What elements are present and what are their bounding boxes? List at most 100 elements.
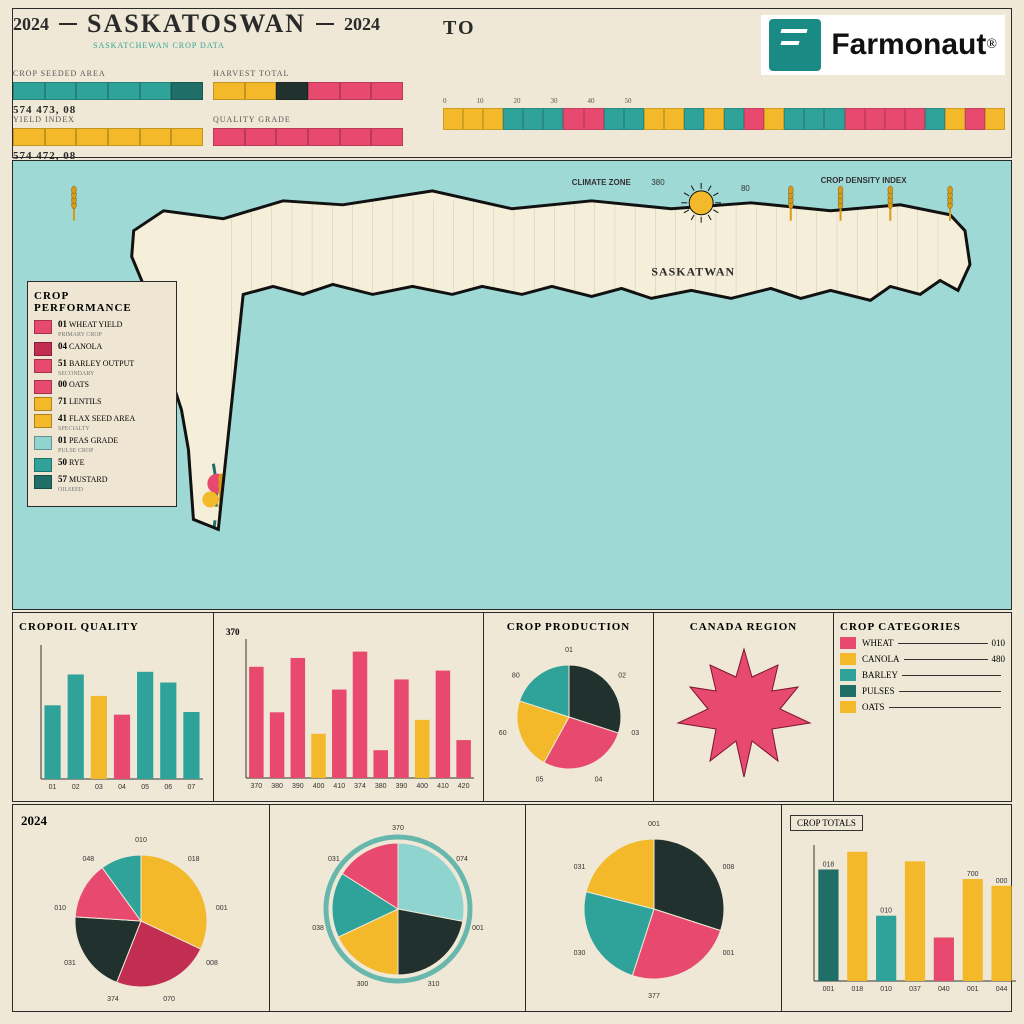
svg-text:CLIMATE ZONE: CLIMATE ZONE xyxy=(572,178,631,187)
svg-text:008: 008 xyxy=(206,960,218,967)
svg-text:80: 80 xyxy=(512,673,520,680)
svg-text:370: 370 xyxy=(392,825,404,832)
svg-text:05: 05 xyxy=(536,776,544,783)
svg-text:018: 018 xyxy=(188,856,200,863)
color-strip-labels: 01020304050 xyxy=(443,97,1005,105)
mid-maple: CANADA REGION xyxy=(653,613,833,801)
mini-legend: HARVEST TOTAL xyxy=(213,69,403,100)
svg-text:010: 010 xyxy=(880,908,892,915)
legend-item: 51 BARLEY OUTPUTSECONDARY xyxy=(34,359,170,378)
svg-text:001: 001 xyxy=(216,905,228,912)
bot-pie3: 001008001377030031 xyxy=(525,805,781,1011)
mid-bar2: 370370380390400410374380390400410420 xyxy=(213,613,483,801)
subtitle: SASKATCHEWAN CROP DATA xyxy=(93,41,413,50)
map-panel: CLIMATE ZONE 380 80 CROP DENSITY INDEX SASKA… xyxy=(12,160,1012,610)
svg-text:700: 700 xyxy=(967,871,979,878)
svg-text:60: 60 xyxy=(499,730,507,737)
mid-pie3-title: CROP PRODUCTION xyxy=(490,621,647,633)
svg-text:018: 018 xyxy=(851,986,863,993)
svg-text:380: 380 xyxy=(271,783,283,790)
crop-legend-items: 01 WHEAT YIELDPRIMARY CROP04 CANOLA51 BA… xyxy=(34,320,170,493)
svg-text:04: 04 xyxy=(595,776,603,783)
svg-text:CROP DENSITY INDEX: CROP DENSITY INDEX xyxy=(821,176,908,185)
legend-item: 41 FLAX SEED AREASPECIALTY xyxy=(34,414,170,433)
svg-text:377: 377 xyxy=(648,993,660,1000)
svg-text:06: 06 xyxy=(164,784,172,791)
header-panel: 2024 SASKATOSWAN 2024 SASKATCHEWAN CROP … xyxy=(12,8,1012,158)
mid-bar2-svg: 370370380390400410374380390400410420 xyxy=(220,621,478,796)
mid-maple-title: CANADA REGION xyxy=(660,621,827,633)
legend-item: CANOLA480 xyxy=(840,653,1005,665)
svg-text:420: 420 xyxy=(458,783,470,790)
legend-item: 00 OATS xyxy=(34,380,170,394)
mini-legend: QUALITY GRADE xyxy=(213,115,403,146)
svg-text:SASKATWAN: SASKATWAN xyxy=(651,264,735,278)
bot-pie2-svg: 370 074 001 310 300 038 031 xyxy=(278,813,518,1003)
svg-text:001: 001 xyxy=(723,950,735,957)
mid-legend5-title: CROP CATEGORIES xyxy=(840,621,1005,633)
svg-text:380: 380 xyxy=(651,178,665,187)
svg-text:410: 410 xyxy=(437,783,449,790)
svg-text:390: 390 xyxy=(396,783,408,790)
svg-text:040: 040 xyxy=(938,986,950,993)
bot-bar4: CROP TOTALS 0180010180100100370407000010… xyxy=(781,805,1011,1011)
svg-text:000: 000 xyxy=(996,878,1008,885)
svg-text:380: 380 xyxy=(375,783,387,790)
svg-text:001: 001 xyxy=(823,986,835,993)
svg-text:03: 03 xyxy=(631,730,639,737)
svg-text:030: 030 xyxy=(574,950,586,957)
svg-text:018: 018 xyxy=(823,861,835,868)
svg-text:03: 03 xyxy=(95,784,103,791)
svg-text:010: 010 xyxy=(54,905,66,912)
svg-text:01: 01 xyxy=(565,647,573,654)
bot-pie1: 2024 010018001008070374031010048 xyxy=(13,805,269,1011)
main-title: SASKATOSWAN xyxy=(87,9,306,39)
bot-bar4-title: CROP TOTALS xyxy=(790,815,863,831)
bot-pie1-svg: 010018001008070374031010048 xyxy=(21,829,261,1009)
maple-leaf-icon xyxy=(660,637,828,787)
brand-name: Farmonaut xyxy=(831,28,986,62)
svg-text:001: 001 xyxy=(648,821,660,828)
color-strip-cells xyxy=(443,108,1005,130)
mid-bar1: CROPOIL QUALITY 01020304050607 xyxy=(13,613,213,801)
header-right-prefix: TO xyxy=(443,17,476,40)
svg-text:374: 374 xyxy=(354,783,366,790)
svg-text:008: 008 xyxy=(723,864,735,871)
header-color-strip: 01020304050 xyxy=(443,97,1005,137)
legend-item: 04 CANOLA xyxy=(34,342,170,356)
svg-text:074: 074 xyxy=(456,856,468,863)
legend-item: BARLEY xyxy=(840,669,1005,681)
dash-right xyxy=(316,23,334,25)
svg-text:310: 310 xyxy=(428,981,440,988)
svg-text:037: 037 xyxy=(909,986,921,993)
mid-bar1-title: CROPOIL QUALITY xyxy=(19,621,207,633)
bot-pie1-year: 2024 xyxy=(21,813,261,829)
crop-legend-title: CROP PERFORMANCE xyxy=(34,290,170,314)
svg-text:001: 001 xyxy=(967,986,979,993)
svg-text:80: 80 xyxy=(741,184,750,193)
brand-reg: ® xyxy=(986,37,997,53)
legend-item: PULSES xyxy=(840,685,1005,697)
svg-text:07: 07 xyxy=(188,784,196,791)
svg-text:400: 400 xyxy=(416,783,428,790)
svg-text:374: 374 xyxy=(107,996,119,1003)
mid-pie3: CROP PRODUCTION 01020304056080 xyxy=(483,613,653,801)
bot-pie3-svg: 001008001377030031 xyxy=(534,813,774,1003)
svg-text:300: 300 xyxy=(357,981,369,988)
mini-legend: YIELD INDEX574 472, 08 xyxy=(13,115,203,162)
svg-text:038: 038 xyxy=(312,925,324,932)
svg-text:370: 370 xyxy=(226,627,240,637)
svg-text:04: 04 xyxy=(118,784,126,791)
legend-item: OATS xyxy=(840,701,1005,713)
mid-bar1-svg: 01020304050607 xyxy=(19,637,207,797)
svg-text:400: 400 xyxy=(313,783,325,790)
svg-text:390: 390 xyxy=(292,783,304,790)
svg-text:031: 031 xyxy=(328,856,340,863)
svg-text:05: 05 xyxy=(141,784,149,791)
mini-legend: CROP SEEDED AREA574 473, 08 xyxy=(13,69,203,116)
svg-text:001: 001 xyxy=(472,925,484,932)
bot-bar4-svg: 018001018010010037040700001000044 xyxy=(790,831,1020,1001)
legend-item: 50 RYE xyxy=(34,458,170,472)
svg-text:031: 031 xyxy=(64,960,76,967)
brand-logo-icon xyxy=(769,19,821,71)
